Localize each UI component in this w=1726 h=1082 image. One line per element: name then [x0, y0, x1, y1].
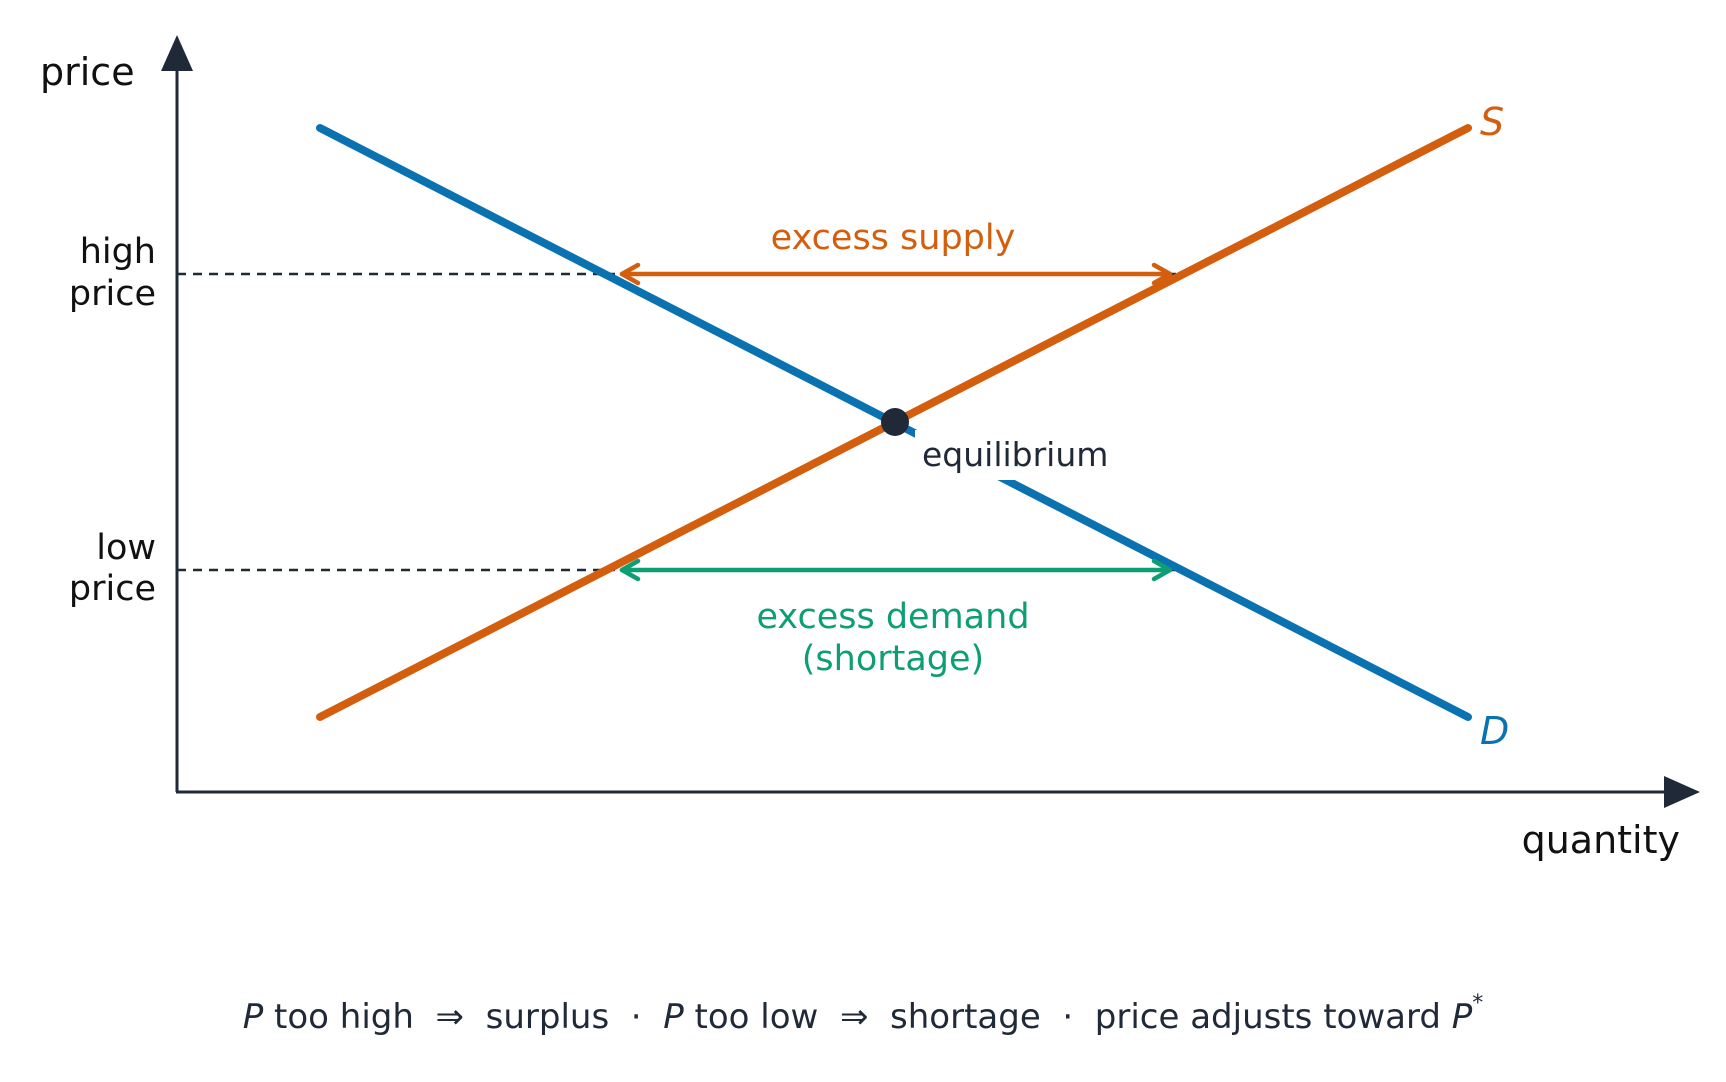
excess-demand-label-line2: (shortage) [802, 639, 984, 679]
high-price-label-line2: price [69, 274, 156, 314]
y-axis-label: price [40, 50, 135, 94]
caption-price-symbol: P [242, 997, 264, 1037]
caption-text-too-high: too high ⇒ surplus · [263, 997, 664, 1037]
excess-supply-arrow [619, 262, 1173, 286]
supply-curve-label: S [1480, 100, 1504, 144]
equilibrium-point [881, 408, 909, 436]
excess-demand-arrow [619, 558, 1173, 582]
caption-text-too-low: too low ⇒ shortage · price adjusts towar… [683, 997, 1452, 1037]
x-axis-label: quantity [1522, 818, 1680, 862]
caption-star-superscript: * [1472, 991, 1484, 1016]
caption-equilibrium-price-symbol: P [1451, 997, 1473, 1037]
equilibrium-label-backdrop [915, 430, 1122, 480]
x-axis-arrowhead [1664, 776, 1700, 808]
y-axis-arrowhead [161, 35, 193, 71]
excess-supply-label: excess supply [771, 218, 1016, 258]
low-price-label-line1: low [96, 528, 156, 568]
demand-curve-label: D [1480, 709, 1509, 753]
high-price-label-line1: high [80, 232, 156, 272]
caption: P too high ⇒ surplus · P too low ⇒ short… [0, 993, 1726, 1038]
equilibrium-label: equilibrium [922, 435, 1108, 474]
caption-price-symbol: P [663, 997, 684, 1037]
excess-demand-label-line1: excess demand [756, 597, 1029, 637]
low-price-label-line2: price [69, 569, 156, 609]
